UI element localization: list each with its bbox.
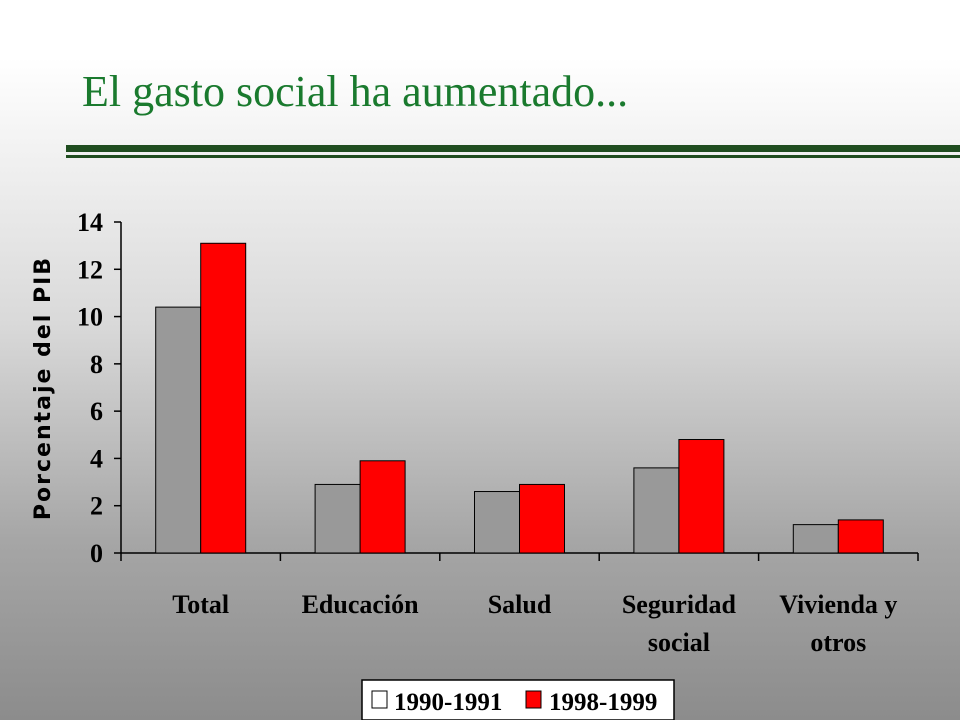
bar (314, 483, 361, 554)
bar (519, 483, 565, 554)
legend-swatch (371, 690, 388, 709)
title-rule-thin (66, 155, 960, 158)
bar (359, 460, 406, 554)
y-tick-label: 0 (90, 539, 103, 568)
legend-label: 1990-1991 (394, 689, 502, 716)
y-tick-label: 2 (90, 492, 103, 521)
legend-swatch (525, 690, 542, 709)
x-category-label: otros (810, 628, 866, 657)
y-tick-label: 4 (90, 444, 103, 473)
bar (678, 439, 725, 554)
y-tick-label: 14 (77, 208, 103, 237)
legend-box (361, 679, 675, 720)
slide-title: El gasto social ha aumentado... (82, 67, 629, 116)
y-axis-title: Porcentaje del PIB (31, 256, 56, 520)
bar (792, 524, 839, 554)
y-tick-label: 6 (90, 397, 103, 426)
bar (155, 306, 202, 554)
x-category-label: Seguridad (622, 590, 737, 619)
x-category-label: Total (172, 590, 229, 619)
bar (633, 467, 680, 554)
y-tick-label: 12 (77, 255, 103, 284)
bar (200, 242, 247, 554)
x-category-label: Vivienda y (779, 590, 897, 619)
x-category-label: Salud (488, 590, 552, 619)
title-rule-thick (66, 145, 960, 152)
legend-label: 1998-1999 (549, 689, 657, 716)
y-tick-label: 8 (90, 350, 103, 379)
x-category-label: Educación (302, 590, 420, 619)
bar (837, 519, 884, 554)
y-tick-label: 10 (77, 303, 103, 332)
x-category-label: social (648, 628, 710, 657)
bar (474, 491, 520, 554)
